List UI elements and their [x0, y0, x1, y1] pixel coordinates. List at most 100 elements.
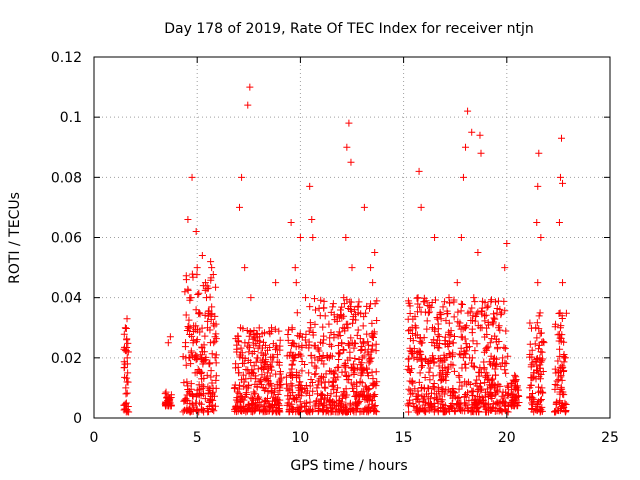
- data-point: [329, 300, 337, 308]
- data-point: [364, 341, 372, 349]
- data-point: [437, 397, 445, 405]
- data-point: [466, 381, 474, 389]
- data-point: [431, 234, 439, 241]
- data-point: [204, 383, 212, 391]
- data-point: [351, 340, 359, 348]
- data-point: [495, 337, 503, 345]
- data-point: [264, 346, 271, 354]
- data-point: [183, 405, 191, 413]
- data-point: [253, 394, 261, 402]
- data-point: [347, 334, 355, 342]
- data-point: [482, 345, 490, 353]
- data-point: [462, 143, 470, 151]
- data-point: [321, 383, 329, 391]
- data-point: [418, 361, 426, 369]
- data-point: [289, 389, 297, 397]
- data-point: [120, 343, 128, 351]
- data-point: [236, 203, 244, 211]
- data-point: [340, 391, 348, 399]
- data-point: [323, 403, 331, 411]
- data-point: [369, 381, 377, 389]
- data-point: [192, 338, 200, 346]
- data-point: [301, 360, 309, 368]
- data-point: [251, 380, 259, 388]
- data-point: [243, 342, 251, 350]
- data-point: [329, 377, 337, 385]
- data-point: [428, 354, 436, 362]
- data-point: [464, 406, 472, 414]
- data-point: [404, 327, 412, 335]
- data-point: [121, 324, 129, 332]
- data-point: [428, 389, 436, 397]
- data-point: [306, 182, 314, 190]
- data-point: [358, 379, 366, 387]
- data-point: [262, 398, 270, 406]
- data-point: [205, 386, 213, 394]
- data-point: [238, 173, 246, 181]
- data-point: [365, 350, 373, 358]
- data-point: [537, 395, 545, 403]
- data-point: [555, 218, 563, 226]
- data-point: [232, 364, 240, 372]
- data-point: [248, 408, 256, 416]
- data-point: [207, 258, 215, 266]
- data-point: [273, 358, 281, 366]
- data-point: [368, 368, 376, 376]
- data-point: [122, 384, 130, 392]
- data-point: [404, 400, 412, 408]
- data-point: [457, 405, 465, 413]
- data-point: [537, 329, 545, 337]
- data-point: [410, 354, 418, 362]
- data-point: [120, 364, 128, 372]
- data-point: [320, 297, 328, 305]
- data-point: [272, 346, 280, 354]
- data-point: [435, 362, 443, 370]
- data-point: [470, 363, 478, 371]
- data-point: [252, 339, 260, 347]
- y-tick-label: 0.08: [51, 170, 82, 186]
- data-point: [499, 354, 507, 362]
- data-point: [250, 407, 258, 415]
- data-point: [482, 369, 490, 377]
- data-point: [339, 346, 347, 354]
- data-point: [409, 379, 417, 387]
- data-point: [254, 365, 262, 373]
- data-point: [501, 264, 509, 272]
- data-point: [317, 390, 325, 398]
- data-point: [122, 325, 130, 333]
- data-point: [363, 302, 371, 310]
- data-point: [460, 399, 468, 407]
- data-point: [457, 234, 465, 241]
- data-point: [206, 397, 214, 405]
- data-point: [450, 313, 458, 321]
- data-point: [263, 397, 271, 405]
- data-point: [480, 364, 488, 372]
- data-point: [527, 374, 535, 382]
- data-point: [208, 303, 216, 311]
- y-tick-label: 0.02: [51, 351, 82, 367]
- data-point: [441, 333, 449, 341]
- data-point: [250, 348, 258, 356]
- data-point: [481, 379, 489, 387]
- data-point: [470, 403, 478, 411]
- data-point: [475, 398, 483, 406]
- data-point: [490, 354, 498, 362]
- data-point: [453, 279, 461, 287]
- data-point: [197, 400, 205, 408]
- data-point: [274, 391, 282, 399]
- data-point: [257, 376, 265, 384]
- data-point: [271, 325, 279, 333]
- data-point: [368, 319, 376, 327]
- data-point: [263, 369, 271, 377]
- data-point: [305, 369, 313, 377]
- data-point: [298, 344, 306, 352]
- data-point: [187, 349, 195, 357]
- data-point: [457, 344, 465, 352]
- data-point: [329, 303, 337, 311]
- data-point: [504, 408, 512, 416]
- data-point: [406, 347, 414, 355]
- data-point: [340, 361, 348, 369]
- data-point: [270, 353, 278, 361]
- data-point: [367, 300, 375, 308]
- data-point: [474, 308, 482, 316]
